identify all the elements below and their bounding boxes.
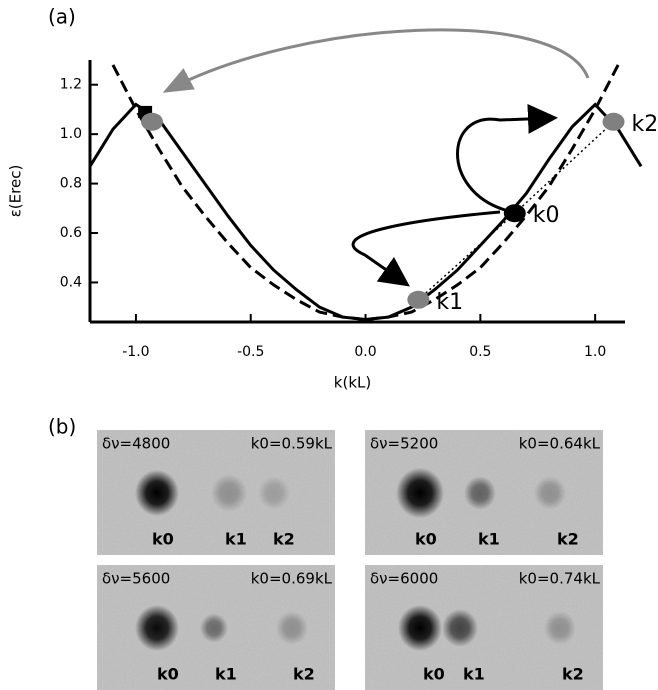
arrow [162,28,590,93]
atom-cloud [211,474,247,512]
momentum-peak-label: k0 [157,665,179,684]
atom-cloud [544,611,576,645]
momentum-peak-label: k2 [293,665,315,684]
momentum-label: k0=0.74kL [519,570,601,588]
atom-cloud [200,613,228,643]
detuning-label: δν=6000 [370,570,438,588]
band-curve [88,102,643,322]
x-tick-label: 1.0 [584,344,606,360]
atom-cloud [442,609,478,647]
momentum-peak-label: k2 [562,665,584,684]
momentum-peak-label: k2 [273,530,295,549]
atom-cloud [396,467,444,519]
panel-label: (b) [48,415,76,439]
panel-label: (a) [48,5,76,29]
x-axis-label: k(kL) [334,374,371,392]
momentum-peak-label: k0 [415,530,437,549]
point [602,112,625,131]
momentum-label: k0=0.64kL [519,435,601,453]
atom-cloud [464,476,496,510]
momentum-peak-label: k1 [215,665,237,684]
atom-cloud [135,604,179,652]
momentum-peak-label: k1 [478,530,500,549]
momentum-peak-label: k1 [225,530,247,549]
point [407,290,430,309]
momentum-peak-label: k0 [152,530,174,549]
y-tick-label: 0.6 [60,225,82,241]
atom-cloud [534,476,566,510]
detuning-label: δν=5200 [370,435,438,453]
momentum-label: k0=0.69kL [251,570,333,588]
detuning-label: δν=5600 [102,570,170,588]
point-label: k2 [632,112,658,137]
y-tick-label: 1.2 [60,77,82,93]
momentum-peak-label: k1 [463,665,485,684]
x-tick-label: -0.5 [237,344,264,360]
momentum-peak-label: k0 [423,665,445,684]
y-axis-label: ε(Erec) [7,165,25,218]
x-tick-label: -1.0 [122,344,149,360]
arrow [456,103,558,212]
dashed-curve [111,64,620,322]
momentum-peak-label: k2 [557,530,579,549]
y-tick-label: 0.4 [60,274,82,290]
x-tick-label: 0.5 [469,344,491,360]
y-tick-label: 0.8 [60,176,82,192]
atom-cloud [398,604,442,652]
atom-cloud [276,611,308,645]
x-tick-label: 0.0 [354,344,376,360]
atom-cloud [258,476,290,510]
y-tick-label: 1.0 [60,126,82,142]
point [503,204,526,223]
arrow [351,210,501,287]
detuning-label: δν=4800 [102,435,170,453]
momentum-label: k0=0.59kL [251,435,333,453]
point-label: k1 [436,290,463,315]
point [140,112,163,131]
point-label: k0 [533,203,560,228]
atom-cloud [135,469,179,517]
